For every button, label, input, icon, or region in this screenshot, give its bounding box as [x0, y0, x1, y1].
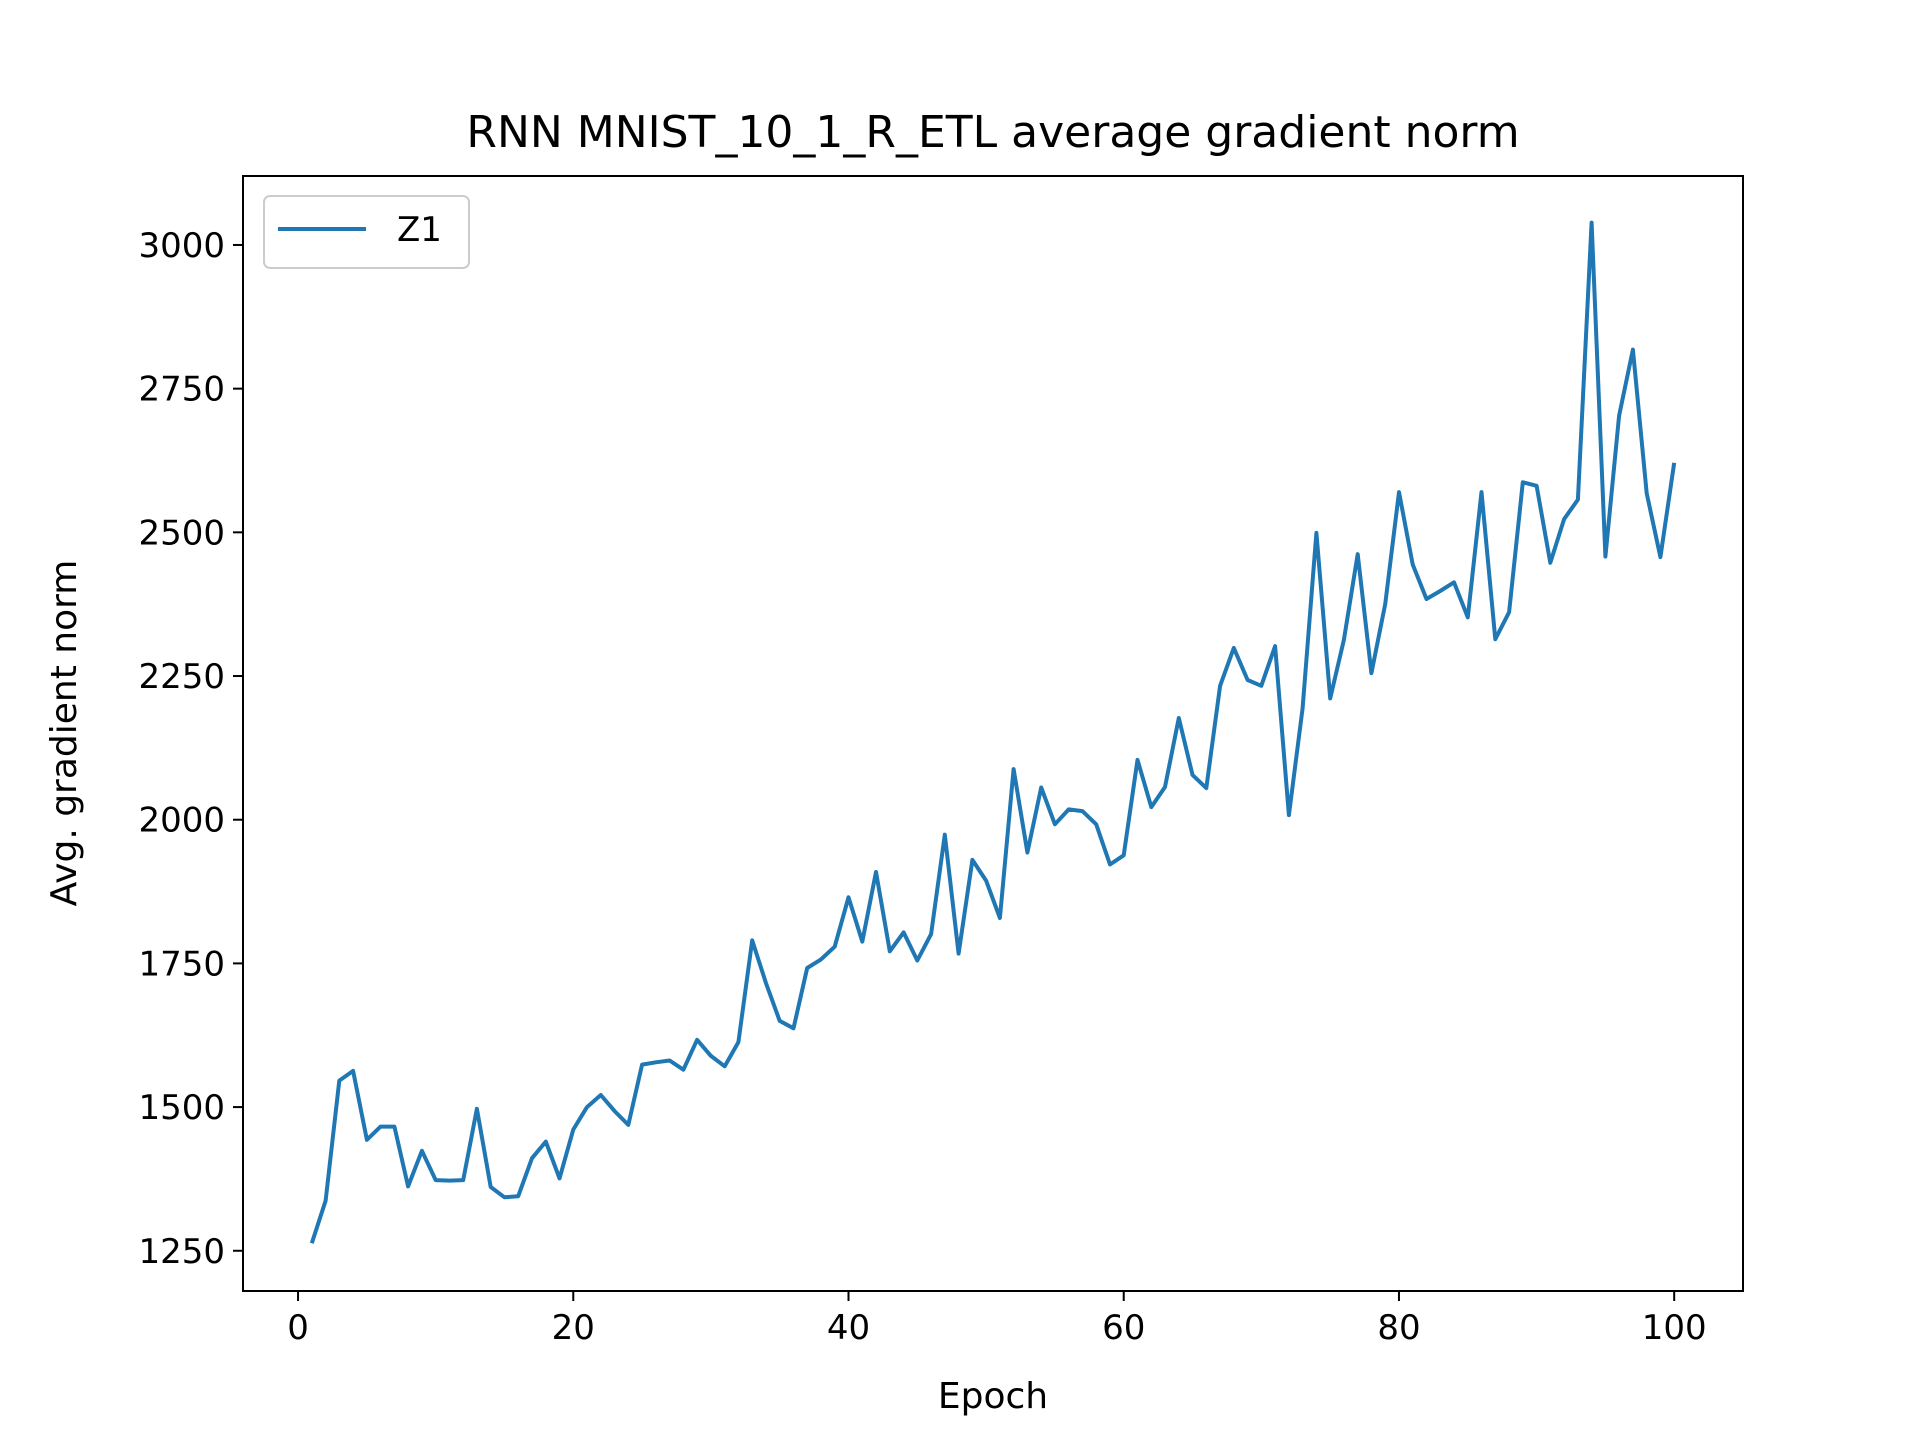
x-axis-label: Epoch	[938, 1376, 1048, 1417]
x-tick-label: 0	[287, 1308, 309, 1348]
y-tick-label: 1750	[138, 944, 225, 984]
y-tick-label: 3000	[138, 226, 225, 266]
series-line-z1	[309, 220, 1677, 1244]
y-axis-ticks: 1250 1500 1750 2000 2250 2500 2750 3000	[138, 226, 243, 1272]
legend: Z1	[263, 195, 470, 269]
x-tick-label: 60	[1102, 1308, 1145, 1348]
y-tick-label: 1500	[138, 1088, 225, 1128]
y-axis-label: Avg. gradient norm	[44, 560, 85, 907]
x-tick-label: 40	[827, 1308, 870, 1348]
chart-title: RNN MNIST_10_1_R_ETL average gradient no…	[466, 107, 1519, 158]
y-tick-label: 2750	[138, 370, 225, 410]
x-axis-ticks: 0 20 40 60 80 100	[287, 1291, 1707, 1348]
x-tick-label: 20	[552, 1308, 595, 1348]
y-tick-label: 2250	[138, 657, 225, 697]
x-tick-label: 80	[1377, 1308, 1420, 1348]
x-tick-label: 100	[1642, 1308, 1707, 1348]
legend-box	[263, 195, 470, 269]
y-tick-label: 1250	[138, 1232, 225, 1272]
y-tick-label: 2500	[138, 513, 225, 553]
plot-frame	[242, 175, 1744, 1292]
legend-label-z1: Z1	[397, 210, 442, 250]
y-tick-label: 2000	[138, 801, 225, 841]
